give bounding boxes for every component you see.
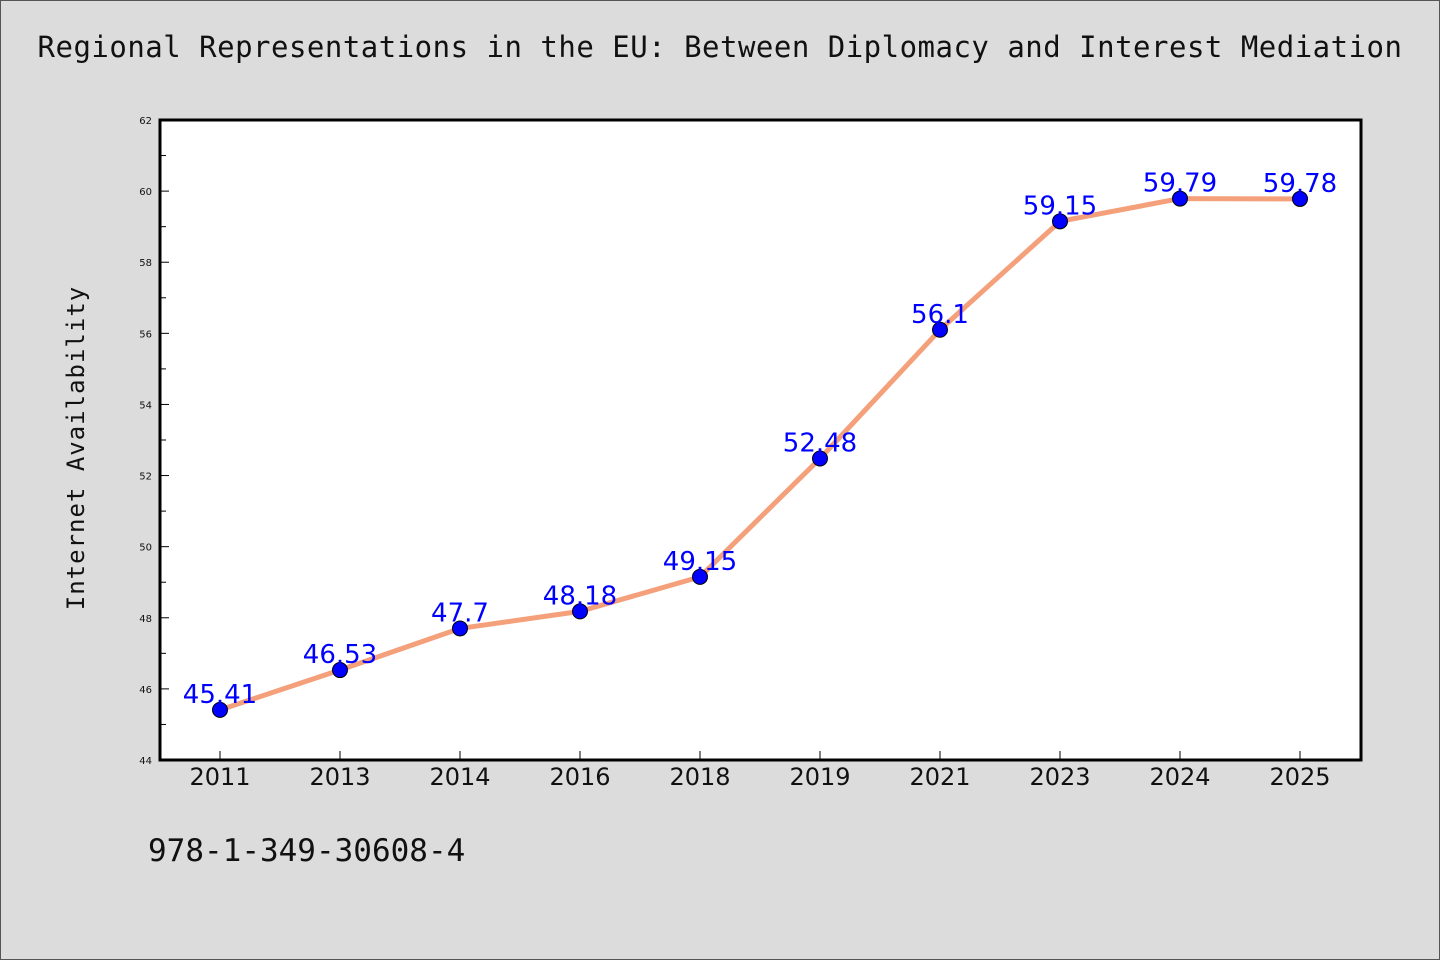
data-label: 59.79	[1143, 169, 1217, 199]
y-tick-label: 44	[139, 756, 152, 767]
data-label: 52.48	[783, 428, 857, 458]
x-tick-label: 2018	[669, 763, 730, 791]
data-label-layer: 45.41 46.53 47.7 48.18 49.15 52.48 56.1 59.15 59…	[183, 169, 1337, 710]
data-point	[332, 662, 348, 679]
plot-area	[158, 118, 1363, 762]
data-point	[812, 450, 828, 467]
y-axis: 44 46 48 50 52 54 56 58 60 62	[139, 116, 169, 767]
y-tick-label: 54	[139, 400, 152, 411]
footnote-isbn: 978-1-349-30608-4	[148, 833, 466, 869]
y-tick-label: 50	[139, 543, 152, 554]
data-label: 56.1	[911, 300, 969, 330]
data-point	[1292, 190, 1308, 207]
data-point	[212, 701, 228, 718]
x-axis: 2011 2013 2014 2016 2018 2019 2021 2023 2024 2025	[189, 751, 1331, 791]
y-tick-label: 52	[139, 472, 152, 483]
data-label: 45.41	[183, 680, 257, 710]
data-label: 59.15	[1023, 191, 1097, 221]
data-point	[452, 620, 468, 637]
series-layer	[212, 190, 1308, 718]
x-tick-label: 2023	[1029, 763, 1090, 791]
data-point	[572, 603, 588, 620]
series-line	[217, 196, 1303, 713]
data-label: 47.7	[431, 598, 489, 628]
y-tick-label: 62	[139, 116, 152, 127]
data-label: 48.18	[543, 581, 617, 611]
x-tick-label: 2024	[1149, 763, 1210, 791]
x-tick-label: 2013	[309, 763, 370, 791]
chart-title: Regional Representations in the EU: Betw…	[37, 30, 1403, 64]
y-tick-label: 48	[139, 614, 152, 625]
data-point	[1052, 213, 1068, 230]
y-tick-label: 58	[139, 258, 152, 269]
y-tick-label: 56	[139, 329, 152, 340]
x-tick-label: 2016	[549, 763, 610, 791]
x-tick-label: 2021	[909, 763, 970, 791]
y-tick-label: 46	[139, 685, 152, 696]
data-point	[692, 568, 708, 585]
x-tick-label: 2025	[1269, 763, 1330, 791]
data-label: 46.53	[303, 640, 377, 670]
x-tick-label: 2011	[189, 763, 250, 791]
data-label: 49.15	[663, 547, 737, 577]
x-tick-label: 2019	[789, 763, 850, 791]
data-label: 59.78	[1263, 169, 1337, 199]
y-axis-label: Internet Availability	[62, 286, 90, 610]
x-tick-label: 2014	[429, 763, 490, 791]
y-tick-label: 60	[139, 187, 152, 198]
data-point	[932, 321, 948, 338]
data-point	[1172, 190, 1188, 207]
